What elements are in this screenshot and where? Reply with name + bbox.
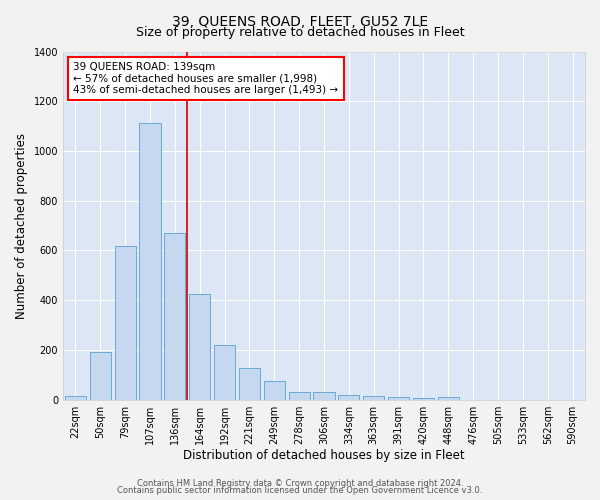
Bar — [313, 392, 335, 400]
Text: Contains HM Land Registry data © Crown copyright and database right 2024.: Contains HM Land Registry data © Crown c… — [137, 478, 463, 488]
Text: Size of property relative to detached houses in Fleet: Size of property relative to detached ho… — [136, 26, 464, 39]
Bar — [438, 396, 459, 400]
Bar — [388, 397, 409, 400]
Bar — [363, 396, 384, 400]
Text: Contains public sector information licensed under the Open Government Licence v3: Contains public sector information licen… — [118, 486, 482, 495]
Bar — [164, 232, 185, 400]
Bar — [214, 346, 235, 400]
X-axis label: Distribution of detached houses by size in Fleet: Distribution of detached houses by size … — [183, 450, 465, 462]
Bar — [65, 396, 86, 400]
Bar — [264, 381, 285, 400]
Bar — [338, 394, 359, 400]
Bar — [413, 398, 434, 400]
Bar — [289, 392, 310, 400]
Bar — [90, 352, 111, 400]
Text: 39, QUEENS ROAD, FLEET, GU52 7LE: 39, QUEENS ROAD, FLEET, GU52 7LE — [172, 15, 428, 29]
Text: 39 QUEENS ROAD: 139sqm
← 57% of detached houses are smaller (1,998)
43% of semi-: 39 QUEENS ROAD: 139sqm ← 57% of detached… — [73, 62, 338, 95]
Bar — [189, 294, 211, 400]
Bar — [139, 123, 161, 400]
Bar — [115, 246, 136, 400]
Y-axis label: Number of detached properties: Number of detached properties — [15, 132, 28, 318]
Bar — [239, 368, 260, 400]
